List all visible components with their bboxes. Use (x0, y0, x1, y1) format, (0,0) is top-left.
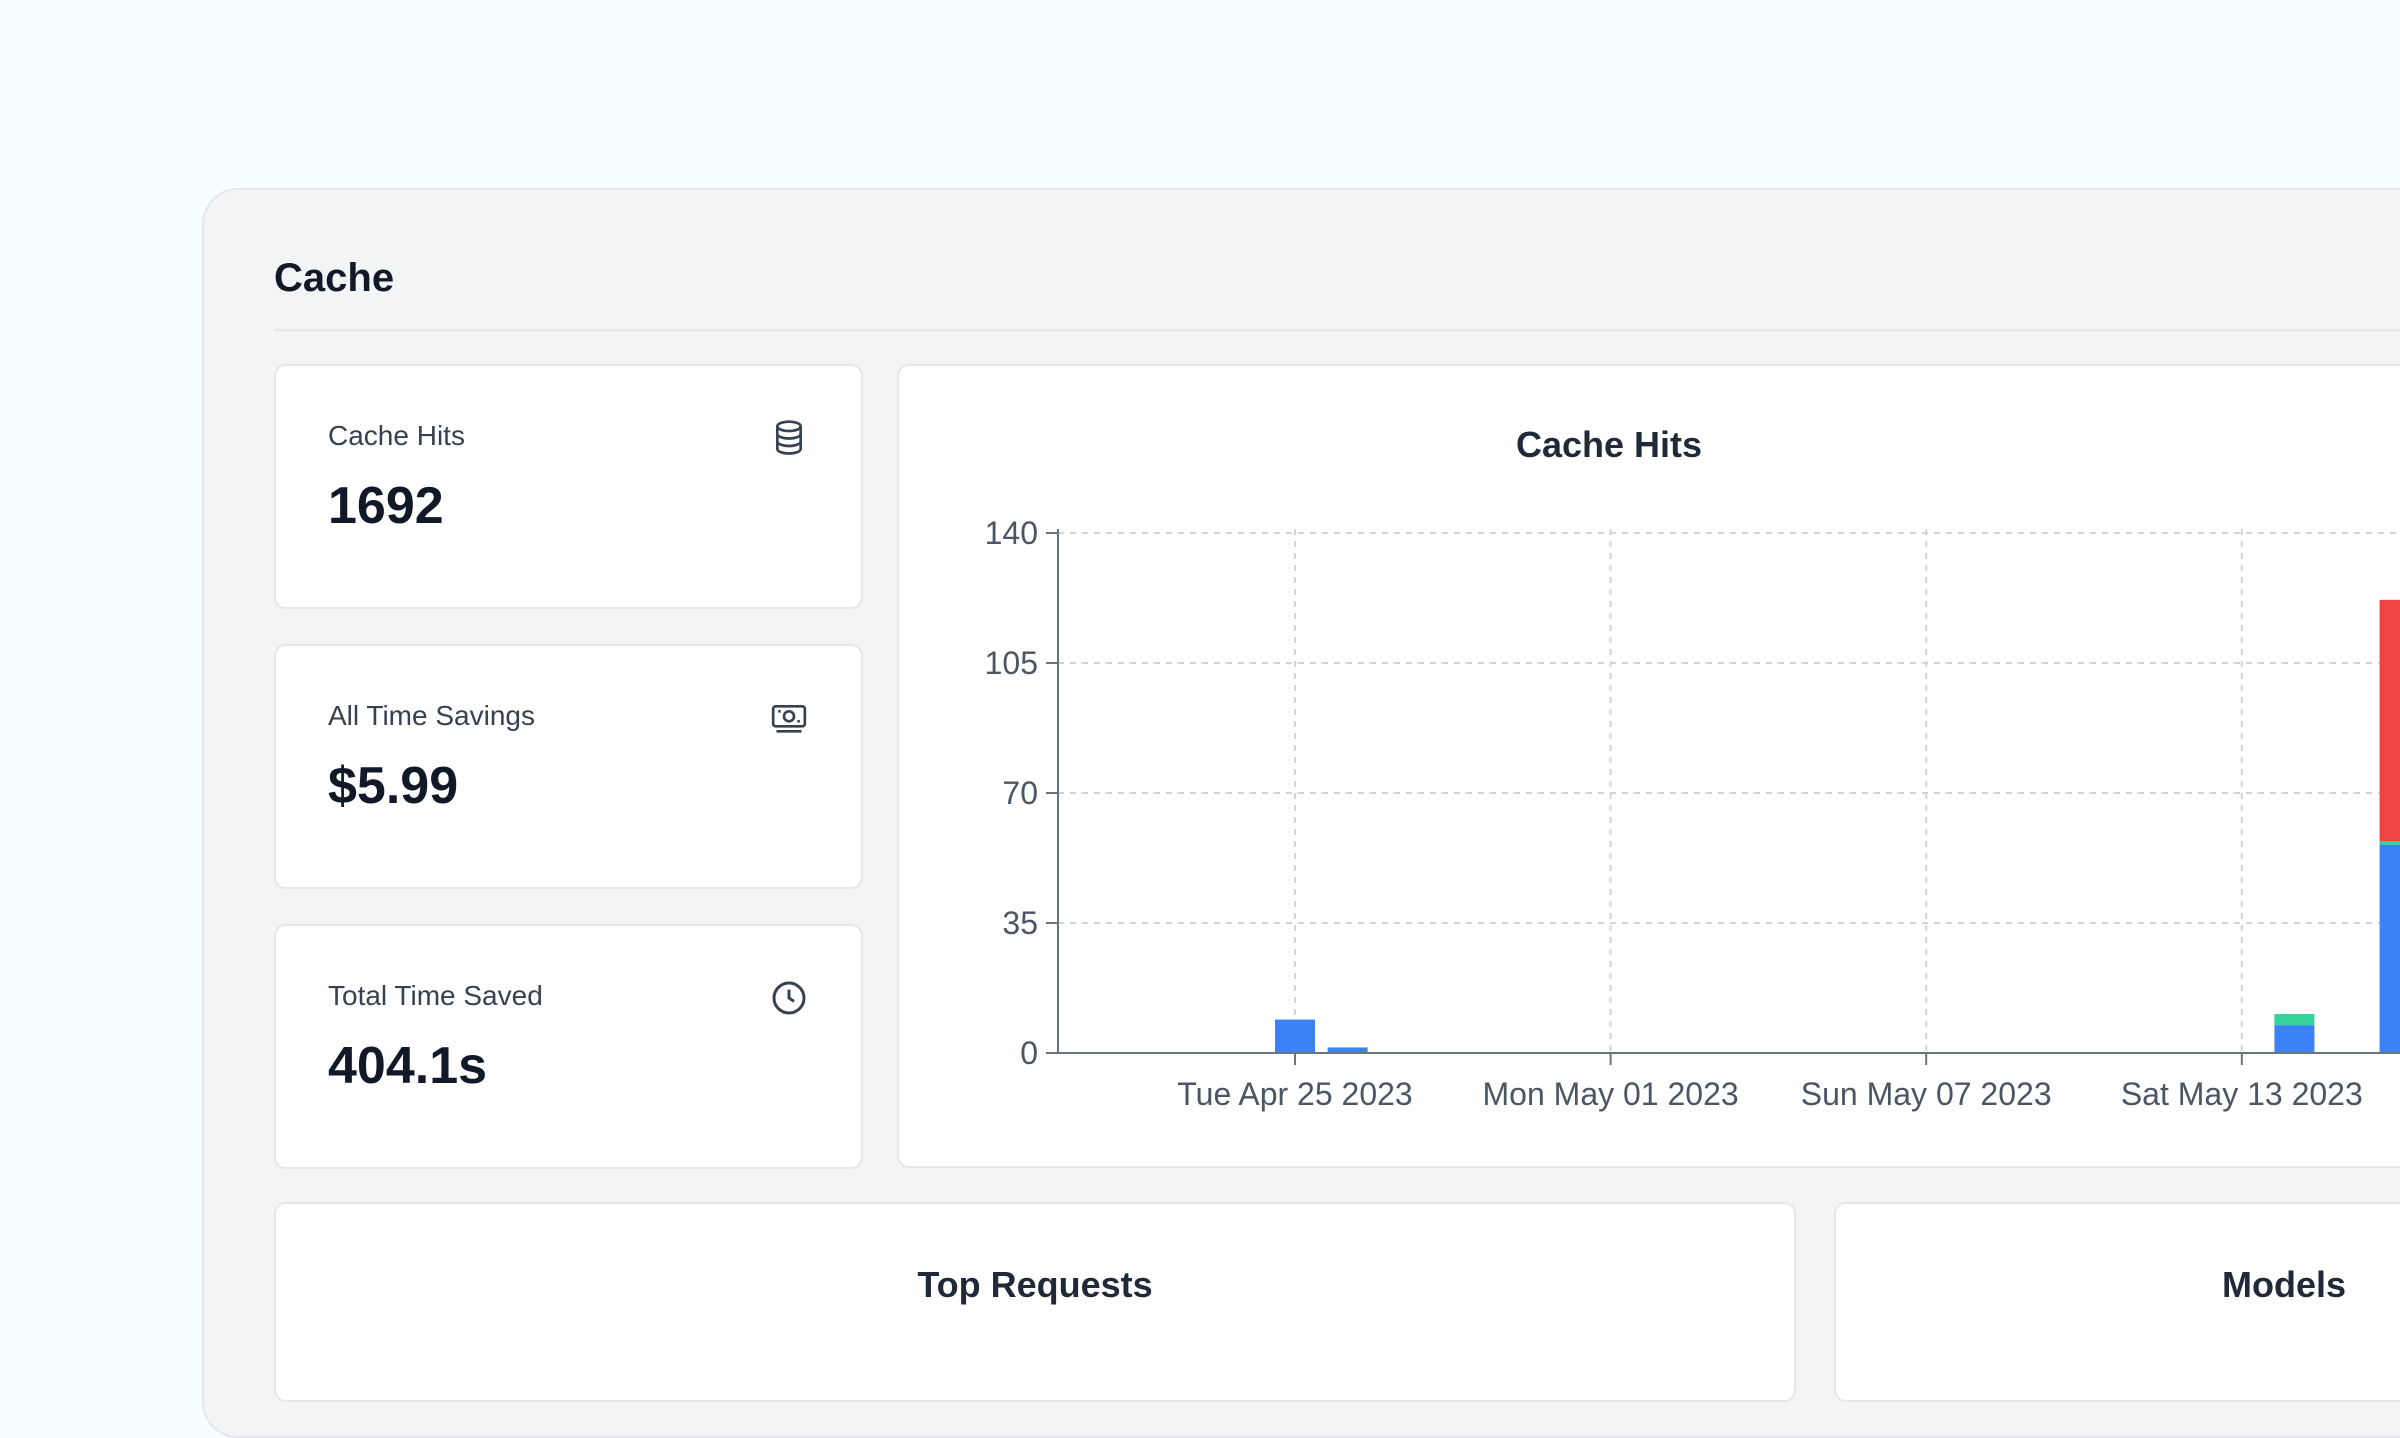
x-tick-label: Mon May 01 2023 (1483, 1076, 1739, 1112)
top-requests-title: Top Requests (917, 1264, 1153, 1305)
bar-segment-blue (1275, 1019, 1315, 1053)
x-tick-label: Tue Apr 25 2023 (1177, 1076, 1412, 1112)
stat-value: 404.1s (328, 1037, 488, 1095)
stat-card-all-time-savings: All Time Savings $5.99 (274, 644, 863, 889)
y-tick-label: 35 (1002, 905, 1038, 941)
stat-value: $5.99 (328, 757, 459, 815)
money-icon (771, 705, 807, 733)
section-title: Cache (274, 256, 395, 300)
stat-card-cache-hits: Cache Hits 1692 (274, 364, 863, 609)
bar-segment-red (2379, 599, 2400, 842)
stat-card-total-time-saved: Total Time Saved 404.1s (274, 924, 863, 1169)
cache-hits-chart-card: Cache Hits 0 35 70 105 140 Tue Apr 25 2023 Mon… (897, 364, 2400, 1168)
stat-label: All Time Savings (328, 700, 535, 731)
bar-segment-blue (2274, 1025, 2315, 1053)
bar-segment-blue (1327, 1047, 1368, 1053)
section-divider (274, 329, 2400, 331)
bar-segment-green (2379, 841, 2400, 845)
x-tick-label: Sat May 13 2023 (2121, 1076, 2363, 1112)
cache-hits-chart: 0 35 70 105 140 Tue Apr 25 2023 Mon May 01 202… (985, 515, 2400, 1112)
stat-label: Cache Hits (328, 420, 465, 451)
bar-segment-green (2274, 1014, 2315, 1026)
y-tick-label: 105 (985, 645, 1038, 681)
chart-title: Cache Hits (1515, 424, 1703, 465)
y-tick-label: 70 (1002, 775, 1038, 811)
models-card: Models (1834, 1202, 2400, 1402)
y-tick-label: 0 (1020, 1035, 1038, 1071)
stat-label: Total Time Saved (328, 980, 543, 1011)
x-tick-label: Sun May 07 2023 (1801, 1076, 2052, 1112)
stat-value: 1692 (328, 477, 444, 535)
database-icon (776, 420, 802, 455)
top-requests-card: Top Requests (274, 1202, 1796, 1402)
models-title: Models (2221, 1264, 2346, 1305)
y-tick-label: 140 (985, 515, 1038, 551)
bar-segment-blue (2379, 845, 2400, 1053)
clock-icon (772, 981, 806, 1015)
